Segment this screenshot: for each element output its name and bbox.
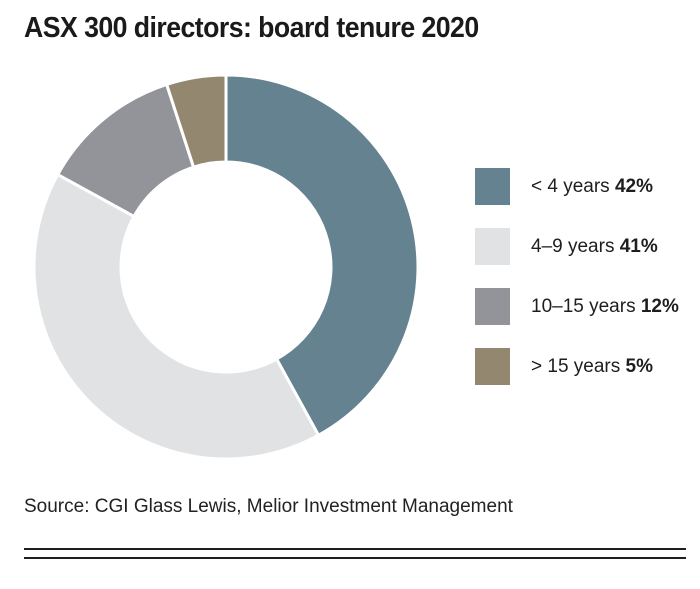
footer-rule-top	[24, 548, 686, 550]
legend-value-10-15-years: 12%	[640, 296, 679, 317]
donut-slice-over-15-years	[165, 73, 228, 169]
legend-label-4-9-years: 4–9 years	[531, 236, 615, 257]
chart-title: ASX 300 directors: board tenure 2020	[24, 12, 479, 44]
legend-value-over-15-years: 5%	[625, 356, 653, 377]
legend-value-under-4-years: 42%	[614, 176, 653, 197]
footer-rule-bottom	[24, 557, 686, 559]
legend-label-under-4-years: < 4 years	[531, 176, 610, 197]
legend-swatch-over-15-years	[475, 348, 510, 385]
legend-swatch-10-15-years	[475, 288, 510, 325]
legend-label-over-15-years: > 15 years	[531, 356, 621, 377]
legend-swatch-4-9-years	[475, 228, 510, 265]
legend-value-4-9-years: 41%	[619, 236, 658, 257]
legend-label-10-15-years: 10–15 years	[531, 296, 636, 317]
donut-slice-4-9-years	[32, 173, 320, 461]
source-note: Source: CGI Glass Lewis, Melior Investme…	[24, 496, 513, 517]
donut-slice-under-4-years	[224, 73, 420, 437]
legend-swatch-under-4-years	[475, 168, 510, 205]
